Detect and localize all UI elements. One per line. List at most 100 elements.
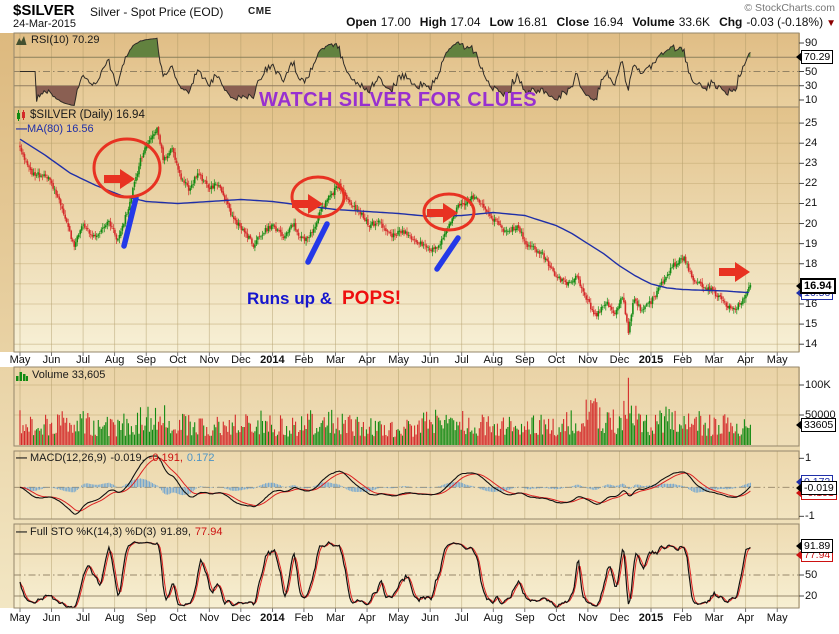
y-axis-label: 23 bbox=[805, 157, 818, 170]
watch-silver-annotation: WATCH SILVER FOR CLUES bbox=[258, 89, 538, 111]
macd-name: MACD(12,26,9) bbox=[30, 452, 107, 464]
x-axis-label: Sep bbox=[515, 612, 535, 624]
sto-legend: — Full STO %K(14,3) %D(3) 91.89, 77.94 bbox=[16, 526, 222, 538]
hand-annotations bbox=[92, 137, 750, 282]
sto-k-callout: 91.89 bbox=[795, 538, 834, 553]
y-axis-label: 18 bbox=[805, 257, 818, 270]
sto-k-value: 91.89, bbox=[160, 526, 191, 538]
quote-value: 17.04 bbox=[450, 15, 481, 29]
quote-label: Low bbox=[489, 15, 514, 29]
x-axis-label: Jun bbox=[42, 354, 61, 366]
volume-bars-icon bbox=[16, 371, 28, 381]
x-axis-label: Feb bbox=[294, 612, 314, 624]
ma-legend-label: MA(80) 16.56 bbox=[27, 123, 94, 135]
runs-up-text: Runs up & bbox=[247, 289, 332, 308]
red-arrow-annotation bbox=[292, 194, 323, 214]
x-axis-label: Sep bbox=[136, 354, 156, 366]
pops-text: POPS! bbox=[342, 288, 402, 309]
y-axis-label: 16 bbox=[805, 297, 818, 310]
quote-value: -0.03 (-0.18%) bbox=[746, 15, 824, 29]
x-axis-label: Mar bbox=[326, 354, 345, 366]
x-axis-label: Aug bbox=[483, 354, 504, 366]
exchange-label: CME bbox=[248, 6, 272, 17]
x-axis-label: May bbox=[388, 612, 409, 624]
red-ellipse-annotation bbox=[422, 192, 476, 232]
x-axis-label: Jul bbox=[454, 612, 469, 624]
price-legend-label: $SILVER (Daily) 16.94 bbox=[30, 109, 145, 121]
x-axis-label: Jul bbox=[76, 612, 91, 624]
runs-up-pops-annotation: Runs up & POPS! bbox=[247, 288, 401, 310]
x-axis-label: Oct bbox=[169, 354, 187, 366]
sto-d-value: 77.94 bbox=[194, 526, 223, 538]
rsi-legend-label: RSI(10) 70.29 bbox=[31, 34, 100, 46]
x-axis-label: 2015 bbox=[638, 612, 664, 624]
y-axis-label: 22 bbox=[805, 177, 818, 190]
x-axis-label: Dec bbox=[231, 612, 251, 624]
red-ellipse-annotation bbox=[290, 175, 346, 219]
x-axis-label: Oct bbox=[547, 354, 565, 366]
rsi-icon bbox=[16, 35, 27, 45]
x-axis-label: May bbox=[766, 612, 788, 624]
red-arrow-annotation bbox=[427, 203, 458, 223]
x-axis-label: Oct bbox=[169, 612, 187, 624]
y-axis-label: 21 bbox=[805, 197, 818, 210]
copyright: © StockCharts.com bbox=[744, 2, 835, 14]
y-axis-label: -1 bbox=[805, 510, 815, 523]
y-axis-label: 100K bbox=[805, 379, 831, 391]
rsi-callout: 70.29 bbox=[795, 50, 834, 65]
quote-label: Chg bbox=[719, 15, 743, 29]
chg-down-triangle-icon: ▼ bbox=[826, 18, 836, 29]
x-axis-label: Jun bbox=[421, 612, 440, 624]
x-axis-label: Feb bbox=[294, 354, 314, 366]
blue-trendline-annotation bbox=[305, 221, 330, 265]
x-axis-label: Oct bbox=[547, 612, 565, 624]
macd-value: -0.019, bbox=[110, 452, 145, 464]
x-axis-label: Apr bbox=[358, 612, 376, 624]
y-axis-label: 50 bbox=[805, 569, 818, 581]
volume-legend-label: Volume 33,605 bbox=[32, 369, 106, 381]
sto-name: Full STO %K(14,3) %D(3) bbox=[30, 526, 157, 538]
x-axis-label: Aug bbox=[104, 354, 125, 366]
x-axis-label: Apr bbox=[737, 612, 755, 624]
x-axis-label: Nov bbox=[199, 354, 220, 366]
chart-date: 24-Mar-2015 bbox=[13, 18, 76, 30]
y-axis-label: 19 bbox=[805, 237, 818, 250]
x-axis-label: Mar bbox=[704, 354, 724, 366]
x-axis-label: Dec bbox=[609, 612, 630, 624]
quote-label: Volume bbox=[632, 15, 675, 29]
macd-legend: — MACD(12,26,9) -0.019, -0.191, 0.172 bbox=[16, 452, 214, 464]
x-axis-label: Nov bbox=[578, 354, 598, 366]
y-axis-label: 90 bbox=[805, 37, 818, 49]
x-axis-label: 2015 bbox=[638, 354, 664, 366]
x-axis-label: Jul bbox=[76, 354, 91, 366]
red-arrow-annotation bbox=[104, 169, 135, 189]
x-axis-label: Apr bbox=[358, 354, 376, 366]
quote-value: 17.00 bbox=[380, 15, 411, 29]
volume-legend: Volume 33,605 bbox=[16, 369, 105, 381]
price-legend: $SILVER (Daily) 16.94 bbox=[16, 109, 145, 121]
x-axis-label: May bbox=[9, 612, 31, 624]
x-axis-label: Jul bbox=[454, 354, 469, 366]
x-axis-label: Apr bbox=[737, 354, 755, 366]
x-axis-label: Jun bbox=[421, 354, 440, 366]
quote-label: Open bbox=[346, 15, 377, 29]
x-axis-label: Feb bbox=[673, 612, 693, 624]
x-axis-label: May bbox=[766, 354, 788, 366]
blue-trendline-annotation bbox=[434, 235, 461, 272]
x-axis-label: May bbox=[388, 354, 409, 366]
quote-value: 33.6K bbox=[678, 15, 711, 29]
y-axis-label: 50 bbox=[805, 65, 818, 78]
ohlc-quote-bar: Open 17.00 High 17.04 Low 16.81 Close 16.94 Volu… bbox=[337, 15, 836, 29]
red-arrow-annotation bbox=[719, 262, 750, 282]
candlestick-icon bbox=[17, 109, 25, 121]
x-axis-label: Feb bbox=[673, 354, 693, 366]
macd-line-swatch: — bbox=[16, 452, 27, 464]
volume-callout: 33605 bbox=[795, 417, 837, 432]
quote-value: 16.81 bbox=[517, 15, 548, 29]
x-axis-label: Nov bbox=[578, 612, 598, 624]
x-axis-label: Jun bbox=[42, 612, 61, 624]
quote-value: 16.94 bbox=[593, 15, 624, 29]
macd-hist-value: 0.172 bbox=[186, 452, 215, 464]
x-axis-label: Nov bbox=[199, 612, 220, 624]
